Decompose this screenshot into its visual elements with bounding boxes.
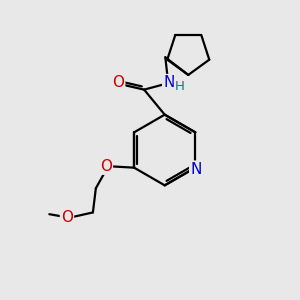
Text: O: O: [100, 159, 112, 174]
Text: N: N: [190, 162, 202, 177]
Text: N: N: [163, 75, 175, 90]
Text: O: O: [61, 210, 73, 225]
Text: O: O: [112, 75, 124, 90]
Text: H: H: [175, 80, 184, 93]
